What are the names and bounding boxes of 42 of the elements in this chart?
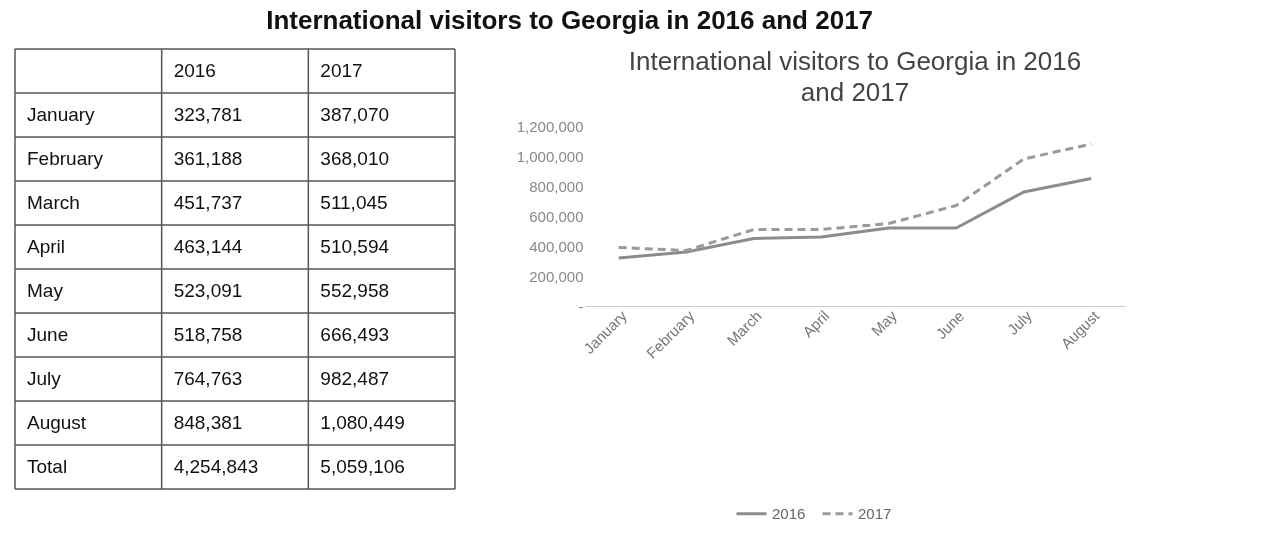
chart-title: International visitors to Georgia in 2016 and 2017 [628, 46, 1082, 107]
legend-label: 2017 [858, 504, 892, 522]
data-label: 463,144 [173, 236, 243, 257]
data-label: 361,188 [173, 148, 243, 169]
y-tick-label: 600,000 [529, 207, 584, 225]
data-label: 518,758 [173, 324, 243, 345]
data-label: 5,059,106 [320, 456, 405, 477]
data-label: 511,045 [320, 192, 388, 213]
y-tick-label: 400,000 [529, 237, 584, 255]
text: 2016 [173, 60, 216, 81]
category-label: July [27, 368, 62, 389]
category-label: April [27, 236, 66, 257]
x-tick-label: July [1003, 306, 1036, 338]
data-label: 552,958 [320, 280, 390, 301]
text: 2017 [320, 60, 363, 81]
category-label: May [27, 280, 64, 301]
category-label: August [27, 412, 87, 433]
data-label: 666,493 [320, 324, 390, 345]
data-label: 323,781 [173, 104, 243, 125]
y-tick-label: 1,200,000 [516, 117, 584, 135]
category-label: March [27, 192, 80, 213]
data-label: 4,254,843 [173, 456, 259, 477]
category-label: Total [27, 456, 68, 477]
y-tick-label: 1,000,000 [516, 147, 584, 165]
y-tick-label: - [578, 297, 584, 315]
text: International visitors to Georgia in 2016 and 2017 [266, 5, 874, 36]
category-label: January [27, 104, 96, 125]
category-label: February [27, 148, 104, 169]
data-label: 848,381 [173, 412, 243, 433]
data-label: 387,070 [320, 104, 390, 125]
y-tick-label: 800,000 [529, 177, 584, 195]
x-tick-label: May [867, 306, 901, 340]
data-label: 451,737 [173, 192, 243, 213]
line-series [617, 177, 1093, 260]
data-label: 1,080,449 [320, 412, 405, 433]
data-label: 764,763 [173, 368, 243, 389]
data-label: 510,594 [320, 236, 390, 257]
data-label: 523,091 [173, 280, 243, 301]
data-label: 982,487 [320, 368, 390, 389]
legend-label: 2016 [772, 504, 806, 522]
data-label: 368,010 [320, 148, 390, 169]
y-tick-label: 200,000 [529, 267, 584, 285]
